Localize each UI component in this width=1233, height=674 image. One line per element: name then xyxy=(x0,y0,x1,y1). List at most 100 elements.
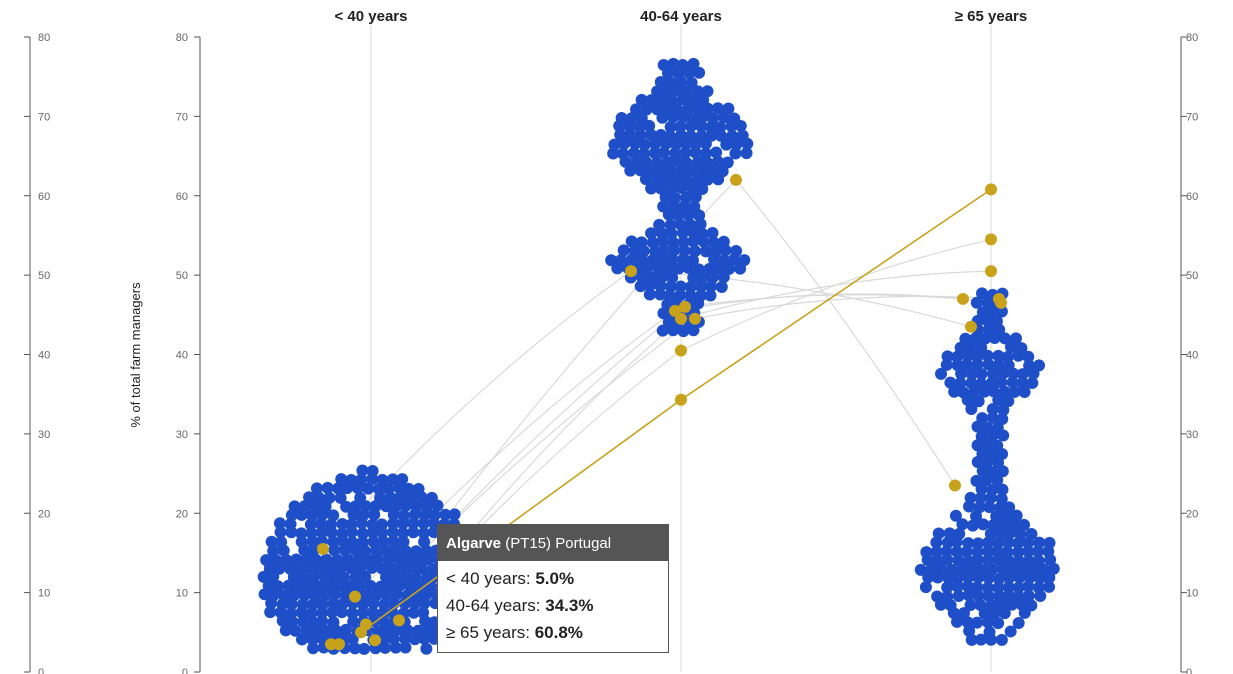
region-dot xyxy=(376,562,389,575)
region-dot xyxy=(439,508,452,521)
region-dot xyxy=(357,509,370,522)
region-dot xyxy=(667,57,680,70)
region-dot xyxy=(1043,571,1056,584)
tooltip-region-name: Algarve xyxy=(446,535,502,552)
region-dot xyxy=(940,545,953,558)
region-dot xyxy=(334,491,347,504)
region-dot xyxy=(407,517,420,530)
region-dot xyxy=(696,182,709,195)
region-dot xyxy=(262,579,275,592)
region-dot xyxy=(996,563,1009,576)
region-dot xyxy=(1012,537,1025,550)
region-dot xyxy=(949,509,962,522)
region-dot xyxy=(996,413,1009,426)
region-dot xyxy=(386,473,399,486)
tick-label: 20 xyxy=(1186,508,1198,520)
region-dot xyxy=(1027,563,1040,576)
region-dot xyxy=(699,147,712,160)
tick-label: 60 xyxy=(1186,191,1198,203)
region-dot xyxy=(964,342,977,355)
region-dot xyxy=(696,111,709,124)
region-dot xyxy=(1008,519,1021,532)
region-dot xyxy=(986,411,999,424)
region-dot xyxy=(959,332,972,345)
region-dot xyxy=(992,349,1005,362)
region-dot xyxy=(327,616,340,629)
tooltip-region-code: (PT15) xyxy=(505,535,552,552)
region-dot xyxy=(971,350,984,363)
region-dot xyxy=(962,555,975,568)
region-dot xyxy=(356,527,369,540)
country-dot xyxy=(689,312,701,325)
region-dot xyxy=(312,491,325,504)
region-dot xyxy=(633,121,646,134)
region-dot xyxy=(684,280,697,293)
region-dot xyxy=(1015,342,1028,355)
region-dot xyxy=(693,66,706,79)
region-dot xyxy=(1032,554,1045,567)
region-dot xyxy=(682,102,695,115)
region-dot xyxy=(664,218,677,231)
region-dot xyxy=(1012,590,1025,603)
region-dot xyxy=(398,509,411,522)
region-dot xyxy=(608,138,621,151)
region-dot xyxy=(711,155,724,168)
region-dot xyxy=(992,581,1005,594)
region-dot xyxy=(341,553,354,566)
region-dot xyxy=(951,350,964,363)
region-dot xyxy=(674,120,687,133)
region-dot xyxy=(1010,509,1023,522)
region-dot xyxy=(983,500,996,513)
region-dot xyxy=(425,491,438,504)
region-dot xyxy=(274,526,287,539)
region-dot xyxy=(678,245,691,258)
region-dot xyxy=(919,581,932,594)
region-dot xyxy=(664,280,677,293)
region-dot xyxy=(951,545,964,558)
region-dot xyxy=(986,483,999,496)
region-dot xyxy=(701,156,714,169)
region-dot xyxy=(257,570,270,583)
region-dot xyxy=(932,527,945,540)
region-dot xyxy=(992,537,1005,550)
region-dot xyxy=(295,535,308,548)
region-dot xyxy=(975,430,988,443)
region-dot xyxy=(1016,368,1029,381)
region-dot xyxy=(366,465,379,478)
region-dot xyxy=(981,349,994,362)
region-dot xyxy=(340,500,353,513)
region-dot xyxy=(420,642,433,655)
region-dot xyxy=(986,448,999,461)
connector-line xyxy=(330,295,1000,645)
region-dot xyxy=(349,571,362,584)
region-dot xyxy=(672,209,685,222)
region-dot xyxy=(396,473,409,486)
region-dot xyxy=(738,254,751,267)
region-dot xyxy=(310,553,323,566)
region-dot xyxy=(729,147,742,160)
region-dot xyxy=(657,59,670,72)
region-dot xyxy=(328,571,341,584)
region-dot xyxy=(684,289,697,302)
region-dot xyxy=(1033,359,1046,372)
region-dot xyxy=(428,509,441,522)
region-dot xyxy=(412,624,425,637)
region-dot xyxy=(652,262,665,275)
region-dot xyxy=(382,483,395,496)
region-dot xyxy=(646,236,659,249)
country-dot xyxy=(993,292,1005,305)
region-dot xyxy=(618,137,631,150)
region-dot xyxy=(654,182,667,195)
region-dot xyxy=(680,156,693,169)
region-dot xyxy=(962,537,975,550)
region-dot xyxy=(367,535,380,548)
country-dot xyxy=(949,479,961,492)
region-dot xyxy=(1025,599,1038,612)
region-dot xyxy=(1009,332,1022,345)
region-dot xyxy=(287,589,300,602)
region-dot xyxy=(1006,598,1019,611)
region-dot xyxy=(364,579,377,592)
region-dot xyxy=(376,473,389,486)
tick-label: 0 xyxy=(38,667,44,674)
tick-label: 80 xyxy=(176,32,188,44)
